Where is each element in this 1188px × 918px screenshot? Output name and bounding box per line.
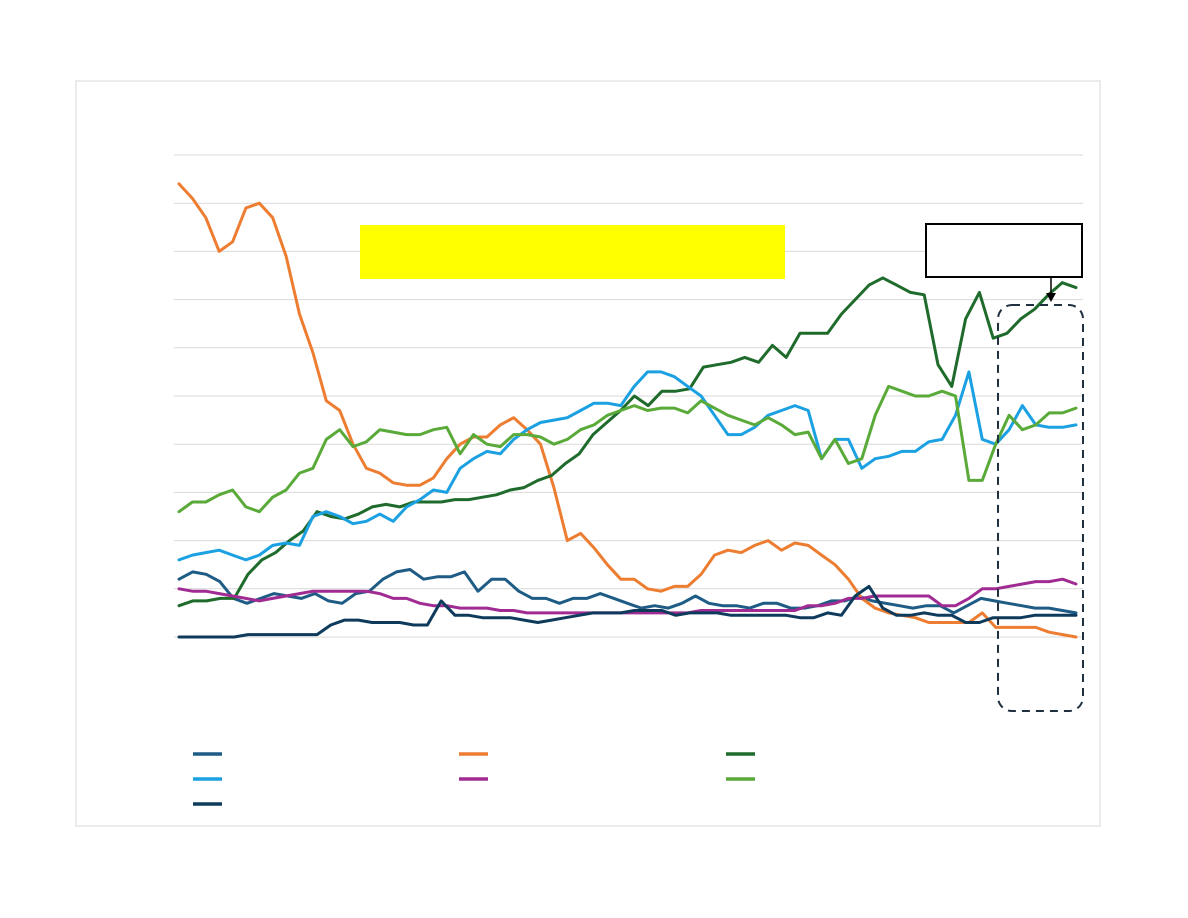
series-line-1	[177, 568, 1078, 615]
series-line-4	[177, 370, 1078, 562]
series-line-6	[177, 384, 1078, 514]
series-line-7	[177, 584, 1078, 639]
series-line-2	[177, 182, 1078, 639]
series-group	[177, 182, 1078, 639]
series-line-3	[177, 276, 1078, 608]
dashed-highlight-region	[997, 304, 1084, 712]
highlight-box	[360, 225, 785, 279]
legend	[193, 752, 755, 806]
chart-frame	[75, 80, 1101, 827]
callout-box	[925, 223, 1083, 278]
callout-arrow-head	[1046, 293, 1056, 302]
